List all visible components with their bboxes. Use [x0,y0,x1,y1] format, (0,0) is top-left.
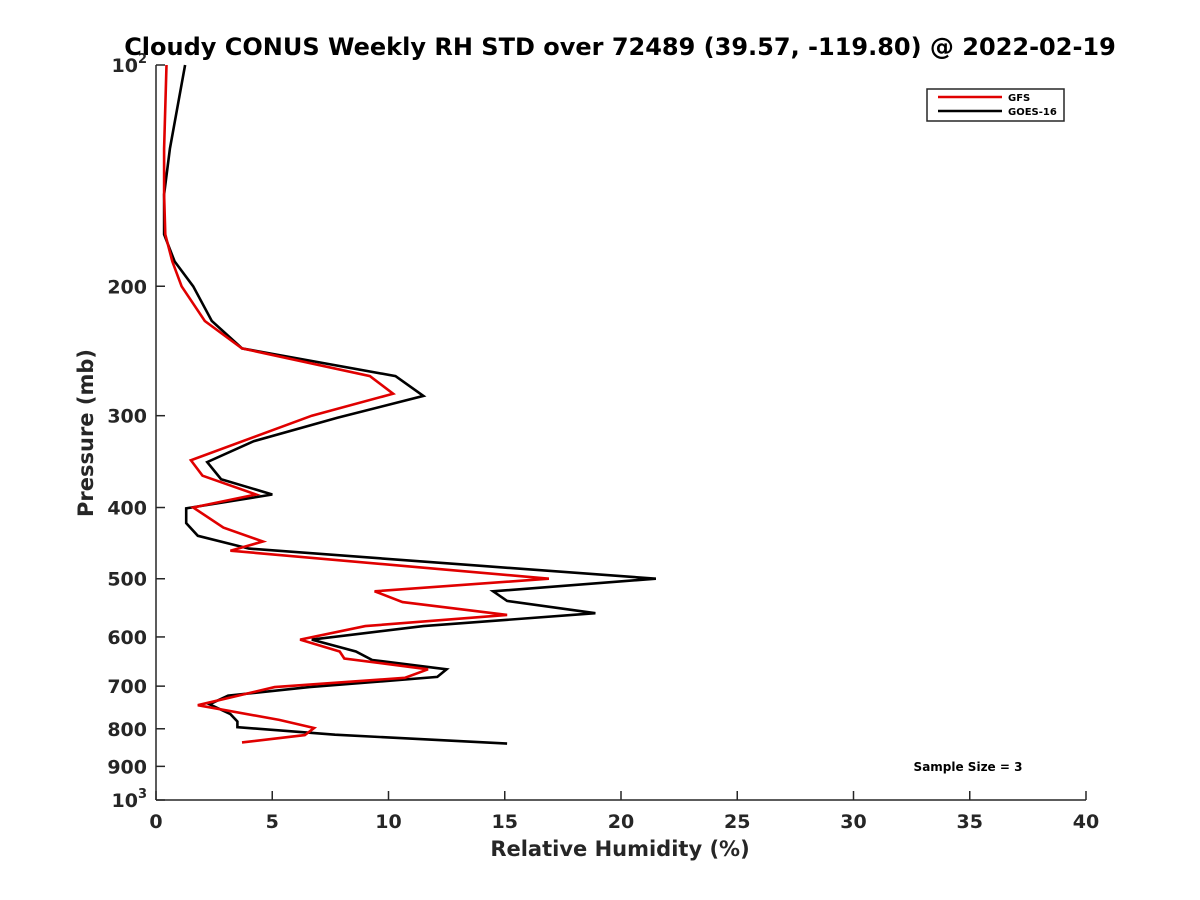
series-layer [162,64,657,745]
chart-title: Cloudy CONUS Weekly RH STD over 72489 (3… [124,33,1116,61]
y-tick-label: 800 [107,719,147,741]
y-tick-label: 600 [107,627,147,649]
x-tick-label: 35 [957,811,983,833]
y-axis: 102 200 300 400 500 600 700 800 900 103 [107,52,165,812]
y-axis-label: Pressure (mb) [74,349,98,517]
x-tick-label: 30 [840,811,866,833]
y-tick-label: 102 [112,52,148,77]
y-tick-label: 300 [107,406,147,428]
legend: GFS GOES-16 [926,88,1065,122]
x-tick-label: 40 [1073,811,1099,833]
x-tick-label: 25 [724,811,750,833]
legend-label: GOES-16 [1008,107,1057,118]
x-axis: 0 5 10 15 20 25 30 35 40 [149,791,1099,833]
x-tick-label: 15 [492,811,518,833]
y-tick-label: 103 [112,787,148,812]
y-tick-label: 900 [107,756,147,778]
y-tick-label: 200 [107,276,147,298]
x-tick-label: 5 [266,811,279,833]
y-tick-label: 700 [107,676,147,698]
series-line-gfs [162,64,550,744]
y-tick-label: 500 [107,569,147,591]
x-tick-label: 10 [375,811,401,833]
legend-label: GFS [1008,93,1030,104]
legend-box [926,88,1065,122]
sample-size-annotation: Sample Size = 3 [914,760,1023,774]
x-tick-label: 0 [149,811,162,833]
x-tick-label: 20 [608,811,634,833]
x-axis-label: Relative Humidity (%) [490,837,749,861]
series-line-goes-16 [162,64,657,745]
y-tick-label: 400 [107,498,147,520]
